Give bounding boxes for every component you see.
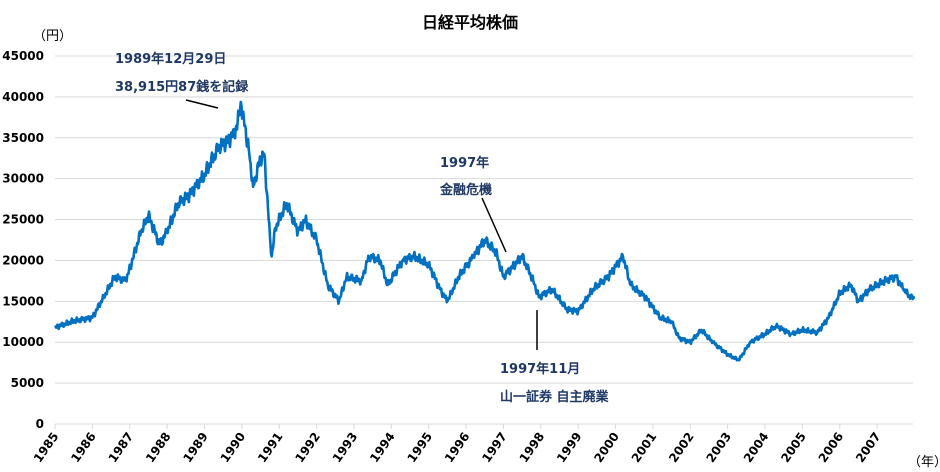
annotation-pointer-1997-crisis bbox=[481, 197, 507, 253]
y-tick-label: 10000 bbox=[2, 335, 44, 349]
x-tick-label: 1986 bbox=[68, 430, 99, 465]
annotation-crisis-year: 1997年 bbox=[440, 155, 489, 171]
y-axis-label: （円） bbox=[33, 29, 72, 44]
y-tick-label: 30000 bbox=[2, 172, 44, 186]
x-tick-label: 1991 bbox=[255, 430, 286, 465]
x-tick-label: 2003 bbox=[703, 430, 734, 465]
x-tick-label: 1999 bbox=[554, 430, 585, 465]
annotation-yamaichi-date: 1997年11月 bbox=[500, 361, 580, 377]
x-tick-label: 1987 bbox=[106, 430, 137, 465]
x-tick-label: 1995 bbox=[405, 430, 436, 465]
x-tick-label: 2002 bbox=[666, 430, 697, 465]
x-tick-label: 1994 bbox=[367, 430, 398, 465]
x-tick-label: 2001 bbox=[629, 430, 660, 465]
series-line bbox=[54, 100, 916, 362]
x-tick-label: 1989 bbox=[180, 430, 211, 465]
x-tick-label: 1992 bbox=[292, 430, 323, 465]
x-tick-label: 1990 bbox=[218, 430, 249, 465]
y-tick-label: 20000 bbox=[2, 253, 44, 267]
annotation-yamaichi-label: 山一証券 自主廃業 bbox=[500, 389, 610, 405]
x-tick-label: 1993 bbox=[330, 430, 361, 465]
y-tick-label: 0 bbox=[36, 417, 44, 431]
y-tick-label: 35000 bbox=[2, 131, 44, 145]
x-tick-label: 1996 bbox=[442, 430, 473, 465]
y-tick-label: 25000 bbox=[2, 213, 44, 227]
y-tick-label: 45000 bbox=[2, 49, 44, 63]
x-tick-label: 1998 bbox=[517, 430, 548, 465]
annotation-pointer-1989 bbox=[185, 99, 219, 109]
y-tick-label: 40000 bbox=[2, 90, 44, 104]
y-tick-label: 5000 bbox=[11, 376, 44, 390]
annotation-peak-value: 38,915円87銭を記録 bbox=[115, 79, 249, 95]
x-tick-label: 2007 bbox=[853, 430, 884, 465]
x-tick-label: 2000 bbox=[591, 430, 622, 465]
x-tick-label: 2004 bbox=[741, 430, 772, 465]
x-tick-label: 1985 bbox=[31, 430, 62, 465]
annotation-peak-date: 1989年12月29日 bbox=[115, 51, 226, 67]
annotation-crisis-label: 金融危機 bbox=[439, 182, 492, 198]
x-tick-label: 1988 bbox=[143, 430, 174, 465]
y-tick-label: 15000 bbox=[2, 294, 44, 308]
x-axis-label: （年） bbox=[908, 455, 940, 470]
x-tick-label: 1997 bbox=[479, 430, 510, 465]
chart-title: 日経平均株価 bbox=[422, 13, 518, 32]
x-tick-label: 2006 bbox=[816, 430, 847, 465]
x-tick-label: 2005 bbox=[778, 430, 809, 465]
